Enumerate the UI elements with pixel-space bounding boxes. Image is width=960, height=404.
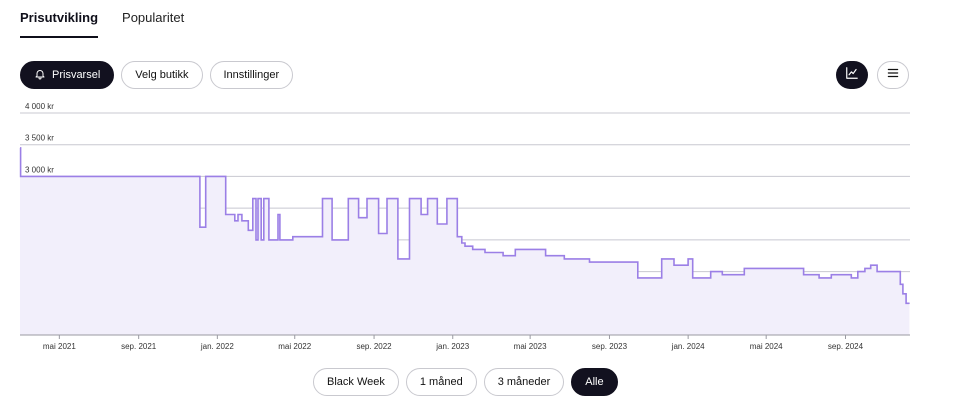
x-tick-label: jan. 2023 [435,342,469,351]
x-axis-ticks: mai 2021 sep. 2021 jan. 2022 mai 2022 sep. 2… [20,334,910,351]
range-1-month-button[interactable]: 1 måned [405,368,477,396]
tab-prisutvikling[interactable]: Prisutvikling [20,10,99,38]
range-selector: Black Week 1 måned 3 måneder Alle [313,368,618,396]
x-tick-label: sep. 2023 [592,342,628,351]
price-history-chart: 4 000 kr3 500 kr3 000 kr2 500 kr2 000 kr… [19,102,910,351]
line-chart-icon [845,66,859,85]
price-area-fill [20,147,910,335]
x-tick-label: sep. 2022 [356,342,392,351]
list-view-button[interactable] [877,61,909,89]
toolbar: Prisvarsel Velg butikk Innstillinger [20,61,294,89]
x-tick-label: mai 2024 [750,342,783,351]
x-tick-label: sep. 2024 [828,342,864,351]
tab-bar: Prisutvikling Popularitet [20,10,184,38]
x-tick-label: sep. 2021 [121,342,157,351]
y-tick-label: 3 500 kr [25,134,54,143]
range-all-button[interactable]: Alle [571,368,618,396]
settings-button[interactable]: Innstillinger [209,61,294,89]
price-line [19,147,910,305]
bell-icon [34,68,46,83]
tab-popularitet[interactable]: Popularitet [122,10,185,25]
x-tick-label: mai 2021 [43,342,76,351]
select-store-button[interactable]: Velg butikk [121,61,203,89]
chart-view-button[interactable] [836,61,868,89]
list-icon [886,66,900,85]
x-tick-label: jan. 2024 [671,342,705,351]
price-alert-label: Prisvarsel [52,69,101,81]
y-tick-label: 3 000 kr [25,165,54,174]
price-alert-button[interactable]: Prisvarsel [20,61,115,89]
x-tick-label: jan. 2022 [200,342,234,351]
x-tick-label: mai 2023 [514,342,547,351]
x-tick-label: mai 2022 [278,342,311,351]
y-tick-label: 4 000 kr [25,102,54,111]
range-black-week-button[interactable]: Black Week [313,368,399,396]
price-area [19,147,910,335]
range-3-months-button[interactable]: 3 måneder [483,368,565,396]
